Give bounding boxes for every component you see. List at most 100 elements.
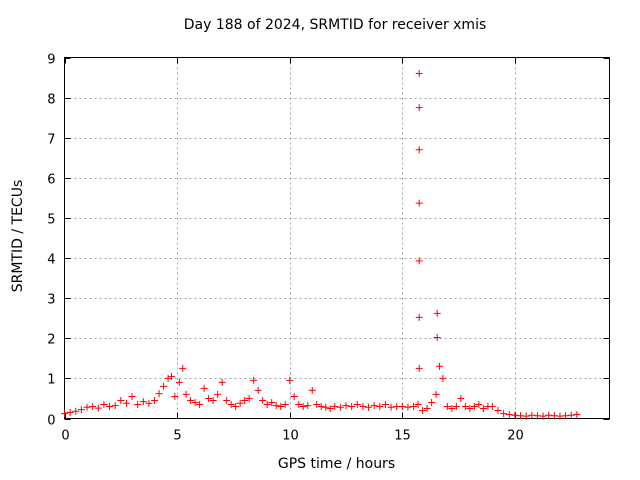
data-point bbox=[218, 378, 226, 386]
x-tick-label: 0 bbox=[61, 429, 69, 444]
data-point bbox=[336, 403, 344, 411]
data-point bbox=[241, 396, 249, 404]
data-point bbox=[353, 400, 361, 408]
plot-frame bbox=[64, 57, 610, 419]
data-point bbox=[387, 403, 395, 411]
data-point bbox=[342, 402, 350, 410]
x-tick-label: 20 bbox=[507, 429, 524, 444]
data-point bbox=[209, 396, 217, 404]
data-point bbox=[106, 402, 114, 410]
data-point bbox=[145, 399, 153, 407]
data-point bbox=[77, 406, 85, 414]
data-point bbox=[277, 402, 285, 410]
data-point bbox=[179, 364, 187, 372]
data-point bbox=[254, 386, 262, 394]
y-tick-label: 1 bbox=[47, 373, 55, 388]
data-point bbox=[433, 333, 441, 341]
data-point bbox=[488, 402, 496, 410]
data-point bbox=[398, 402, 406, 410]
data-point bbox=[313, 400, 321, 408]
data-point bbox=[415, 364, 423, 372]
data-point bbox=[94, 404, 102, 412]
data-point bbox=[308, 386, 316, 394]
y-axis-label: SRMTID / TECUs bbox=[10, 179, 26, 293]
chart-title: Day 188 of 2024, SRMTID for receiver xmi… bbox=[183, 17, 487, 33]
data-point bbox=[494, 406, 502, 414]
data-point bbox=[376, 402, 384, 410]
data-point bbox=[200, 384, 208, 392]
data-point bbox=[500, 410, 508, 418]
y-tick-label: 4 bbox=[47, 253, 55, 268]
data-point bbox=[433, 309, 441, 317]
data-point bbox=[187, 396, 195, 404]
data-point bbox=[415, 104, 423, 112]
data-point bbox=[250, 376, 258, 384]
data-point bbox=[410, 402, 418, 410]
data-point bbox=[326, 404, 334, 412]
y-tick-label: 5 bbox=[47, 213, 55, 228]
data-point bbox=[295, 400, 303, 408]
data-point bbox=[443, 402, 451, 410]
data-point bbox=[286, 376, 294, 384]
data-point bbox=[466, 404, 474, 412]
data-point bbox=[263, 400, 271, 408]
data-point bbox=[365, 403, 373, 411]
x-tick-label: 5 bbox=[173, 429, 181, 444]
data-point bbox=[539, 412, 547, 420]
data-point bbox=[182, 390, 190, 398]
data-point bbox=[423, 404, 431, 412]
data-point bbox=[89, 402, 97, 410]
data-point bbox=[567, 411, 575, 419]
grid-lines bbox=[64, 57, 610, 419]
y-tick-label: 2 bbox=[47, 333, 55, 348]
data-point bbox=[404, 403, 412, 411]
data-point bbox=[111, 402, 119, 410]
data-point bbox=[299, 402, 307, 410]
data-point bbox=[268, 398, 276, 406]
data-point bbox=[505, 410, 513, 418]
data-point bbox=[331, 402, 339, 410]
data-point bbox=[151, 396, 159, 404]
data-point bbox=[160, 382, 168, 390]
data-points bbox=[61, 70, 581, 420]
data-point bbox=[83, 403, 91, 411]
data-point bbox=[122, 399, 130, 407]
y-tick-label: 6 bbox=[47, 173, 55, 188]
x-axis-label: GPS time / hours bbox=[277, 456, 396, 472]
data-point bbox=[139, 398, 147, 406]
data-point bbox=[259, 396, 267, 404]
data-point bbox=[359, 402, 367, 410]
y-tick-label: 3 bbox=[47, 293, 55, 308]
data-point bbox=[317, 402, 325, 410]
data-point bbox=[415, 146, 423, 154]
data-point bbox=[435, 362, 443, 370]
data-point bbox=[348, 402, 356, 410]
data-point bbox=[175, 378, 183, 386]
data-point bbox=[479, 404, 487, 412]
data-point bbox=[236, 399, 244, 407]
data-point bbox=[415, 257, 423, 265]
data-point bbox=[223, 396, 231, 404]
data-point bbox=[245, 394, 253, 402]
y-tick-label: 8 bbox=[47, 93, 55, 108]
data-point bbox=[232, 402, 240, 410]
data-point bbox=[66, 408, 74, 416]
data-point bbox=[522, 412, 530, 420]
data-point bbox=[419, 406, 427, 414]
data-point bbox=[227, 400, 235, 408]
data-point bbox=[205, 394, 213, 402]
data-point bbox=[415, 70, 423, 78]
data-point bbox=[457, 394, 465, 402]
data-point bbox=[439, 374, 447, 382]
data-point bbox=[72, 407, 80, 415]
data-point bbox=[452, 402, 460, 410]
data-point bbox=[117, 396, 125, 404]
data-point bbox=[414, 400, 422, 408]
data-point bbox=[281, 400, 289, 408]
data-point bbox=[304, 402, 312, 410]
data-point bbox=[290, 392, 298, 400]
data-point bbox=[322, 403, 330, 411]
data-point bbox=[370, 402, 378, 410]
data-point bbox=[272, 402, 280, 410]
